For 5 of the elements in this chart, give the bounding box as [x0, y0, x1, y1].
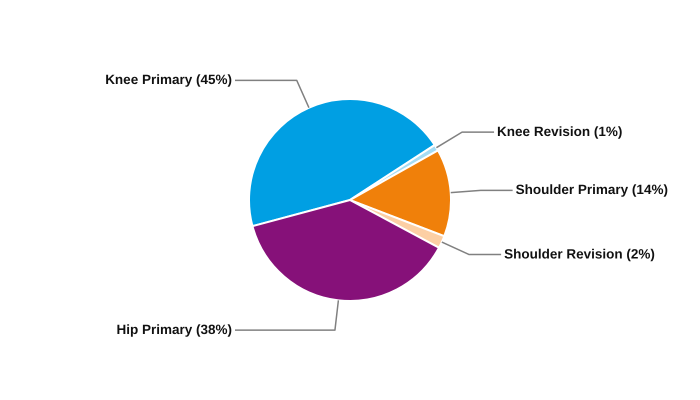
slice-label: Knee Primary (45%) — [105, 72, 232, 88]
slice-label: Shoulder Revision (2%) — [504, 246, 655, 262]
slice-label: Hip Primary (38%) — [116, 322, 232, 337]
slice-label: Knee Revision (1%) — [497, 124, 622, 139]
slice-label: Shoulder Primary (14%) — [516, 182, 668, 198]
